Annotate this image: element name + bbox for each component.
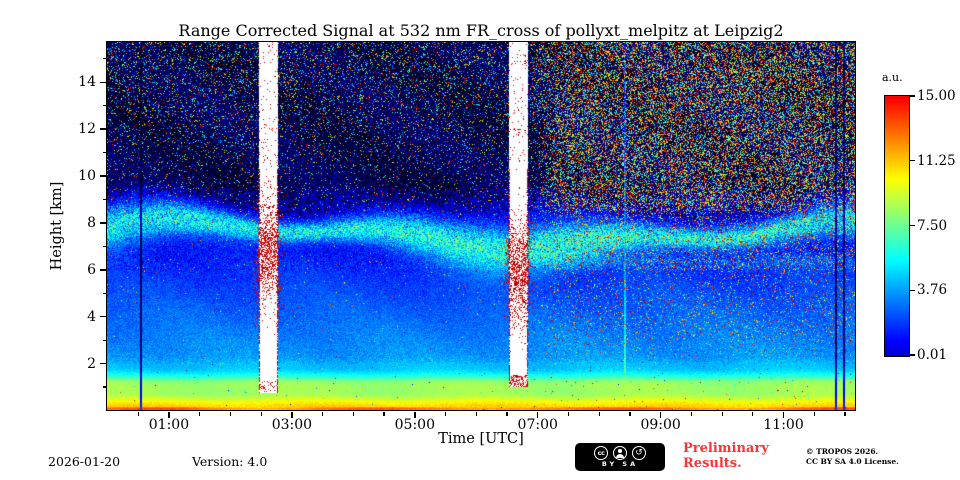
cc-icon: cc bbox=[594, 446, 608, 461]
x-minor-tick bbox=[690, 412, 692, 416]
x-minor-tick bbox=[629, 412, 631, 416]
y-minor-tick bbox=[102, 245, 106, 247]
colorbar-tick bbox=[910, 224, 915, 227]
y-minor-tick bbox=[102, 58, 106, 60]
y-tick-label: 4 bbox=[87, 308, 96, 325]
x-major-tick bbox=[659, 412, 662, 418]
x-minor-tick bbox=[721, 412, 723, 416]
x-tick-label: 03:00 bbox=[271, 417, 313, 433]
x-minor-tick bbox=[352, 412, 354, 416]
colorbar-tick bbox=[910, 160, 915, 162]
y-major-tick bbox=[100, 315, 106, 318]
colorbar-tick-label: 0.01 bbox=[917, 347, 948, 363]
colorbar-tick-label: 7.50 bbox=[917, 217, 948, 234]
copyright-line1: © TROPOS 2026. bbox=[806, 447, 879, 456]
y-tick-label: 8 bbox=[87, 214, 96, 231]
x-major-tick bbox=[414, 412, 416, 418]
colorbar-tick bbox=[910, 289, 915, 291]
version-label: Version: 4.0 bbox=[192, 454, 268, 469]
x-tick-label: 11:00 bbox=[763, 417, 804, 433]
preliminary-line2: Results. bbox=[683, 455, 742, 471]
x-tick-label: 05:00 bbox=[394, 417, 435, 433]
x-minor-tick bbox=[813, 412, 815, 416]
colorbar-canvas bbox=[885, 96, 909, 356]
cc-icon-text: cc bbox=[597, 449, 605, 457]
y-minor-tick bbox=[102, 152, 106, 154]
x-minor-tick bbox=[322, 412, 324, 416]
colorbar-tick bbox=[910, 95, 915, 97]
x-minor-tick bbox=[137, 412, 139, 416]
y-major-tick bbox=[100, 81, 106, 84]
cc-license-badge: cc ↺ BY SA bbox=[575, 443, 665, 471]
person-body bbox=[616, 453, 624, 458]
x-minor-tick bbox=[844, 412, 846, 416]
y-minor-tick bbox=[102, 105, 106, 107]
plot-area bbox=[106, 41, 856, 411]
attribution-person-icon bbox=[613, 446, 627, 461]
cc-badge-caption: BY SA bbox=[601, 460, 639, 469]
share-alike-icon: ↺ bbox=[632, 446, 646, 461]
colorbar-tick-label: 11.25 bbox=[917, 152, 956, 169]
cc-badge-icons: cc ↺ bbox=[594, 446, 646, 461]
colorbar-tick bbox=[910, 354, 915, 356]
colorbar-unit-label: a.u. bbox=[882, 71, 903, 84]
x-major-tick bbox=[536, 412, 539, 418]
copyright-line2: CC BY SA 4.0 License. bbox=[806, 456, 899, 466]
y-tick-label: 10 bbox=[78, 168, 96, 185]
x-minor-tick bbox=[598, 412, 600, 416]
x-major-tick bbox=[168, 412, 170, 418]
y-tick-label: 2 bbox=[87, 355, 96, 372]
plot-title: Range Corrected Signal at 532 nm FR_cros… bbox=[178, 21, 784, 40]
y-minor-tick bbox=[102, 198, 106, 201]
x-minor-tick bbox=[199, 412, 201, 416]
y-minor-tick bbox=[102, 386, 106, 388]
x-axis-label: Time [UTC] bbox=[438, 431, 524, 447]
heatmap-canvas bbox=[107, 42, 855, 410]
y-tick-label: 14 bbox=[78, 74, 96, 91]
colorbar-tick-label: 3.76 bbox=[917, 282, 948, 299]
share-alike-glyph: ↺ bbox=[635, 447, 643, 458]
y-major-tick bbox=[100, 175, 106, 177]
x-minor-tick bbox=[229, 412, 231, 416]
preliminary-line1: Preliminary bbox=[683, 441, 769, 456]
y-tick-label: 6 bbox=[87, 261, 96, 278]
y-tick-label: 12 bbox=[78, 121, 96, 138]
x-minor-tick bbox=[383, 412, 385, 416]
person-head bbox=[618, 449, 622, 453]
y-major-tick bbox=[100, 269, 106, 271]
x-minor-tick bbox=[444, 412, 447, 416]
preliminary-note: Preliminary Results. bbox=[683, 441, 769, 471]
x-tick-label: 09:00 bbox=[640, 417, 681, 433]
y-minor-tick bbox=[102, 339, 106, 341]
copyright-note: © TROPOS 2026. CC BY SA 4.0 License. bbox=[806, 447, 899, 466]
x-minor-tick bbox=[567, 412, 570, 416]
colorbar-tick-label: 15.00 bbox=[917, 88, 956, 104]
x-minor-tick bbox=[506, 412, 508, 416]
y-major-tick bbox=[100, 222, 106, 224]
x-minor-tick bbox=[260, 412, 262, 416]
measurement-date: 2026-01-20 bbox=[48, 454, 121, 469]
y-minor-tick bbox=[102, 292, 106, 294]
colorbar bbox=[884, 95, 910, 357]
x-minor-tick bbox=[752, 412, 754, 416]
y-major-tick bbox=[100, 128, 106, 130]
x-minor-tick bbox=[475, 412, 477, 416]
x-major-tick bbox=[291, 412, 293, 418]
y-major-tick bbox=[100, 362, 106, 365]
x-tick-label: 01:00 bbox=[148, 417, 190, 433]
x-tick-label: 07:00 bbox=[517, 417, 558, 433]
x-major-tick bbox=[782, 412, 785, 418]
